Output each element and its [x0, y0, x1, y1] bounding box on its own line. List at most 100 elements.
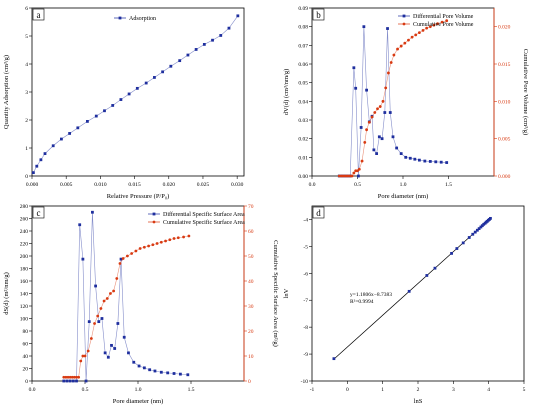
y-tick-label: 0.00: [298, 174, 308, 180]
data-point: [428, 25, 432, 29]
data-point: [477, 227, 481, 231]
x-tick-label: 0.030: [231, 182, 244, 188]
panel-c: c0.0 0.5 1.0 1.5020406080100120140160180200…: [3, 204, 279, 405]
data-point: [413, 157, 417, 161]
data-point: [354, 86, 358, 90]
data-point: [62, 375, 66, 379]
x-tick-label: 1.5: [445, 182, 452, 188]
y-tick-label: 0: [25, 379, 28, 385]
data-point: [428, 160, 432, 163]
legend: Differential Specific Surface AreaCumula…: [148, 211, 245, 226]
data-point: [363, 141, 367, 144]
data-point: [450, 251, 453, 255]
data-point: [445, 19, 449, 23]
y-tick-label: 0.09: [298, 6, 308, 12]
data-point: [436, 22, 439, 26]
fit-line: [333, 218, 491, 360]
y-tick-label: -5: [303, 244, 308, 250]
y-tick-label: 0.07: [298, 43, 308, 49]
data-point: [130, 252, 134, 255]
data-point: [65, 379, 69, 383]
y-tick-label: -7: [303, 298, 308, 304]
data-point: [350, 174, 354, 178]
data-point: [168, 238, 172, 242]
x-tick-label: 4: [487, 387, 490, 393]
data-point: [455, 247, 459, 250]
y-tick-label: 160: [20, 279, 29, 285]
data-point: [332, 357, 336, 361]
series-2: [62, 234, 191, 379]
data-point: [179, 372, 182, 376]
data-point: [380, 137, 384, 141]
data-point: [127, 351, 130, 355]
y-tick-label: -10: [301, 379, 309, 385]
data-point: [39, 158, 43, 162]
data-point: [159, 370, 163, 374]
y2-tick-label: 60: [248, 229, 254, 235]
legend-marker: [402, 14, 406, 18]
panel-letter-box: [32, 8, 45, 21]
x-axis-title: Relative Pressure (P/P₀): [107, 193, 170, 200]
x-axis-title: lnS: [414, 398, 423, 405]
data-point: [70, 375, 74, 379]
data-point: [421, 29, 425, 32]
data-point: [51, 144, 55, 148]
data-point: [365, 88, 368, 92]
data-point: [94, 114, 98, 118]
data-point: [138, 247, 142, 250]
y-tick-label: 0.05: [298, 81, 308, 87]
data-point: [445, 161, 449, 164]
y2-tick-label: 70: [248, 204, 254, 210]
data-point: [161, 70, 165, 74]
y2-tick-label: 0: [248, 379, 251, 385]
y-tick-label: 0.03: [298, 118, 308, 124]
y2-axis-title: Cumulative Pore Volume (cm³/g): [522, 49, 529, 135]
data-point: [71, 379, 75, 383]
y-tick-label: -4: [303, 217, 308, 223]
data-point: [134, 249, 138, 253]
series-line: [33, 15, 239, 173]
data-point: [377, 135, 381, 139]
data-point: [73, 375, 76, 379]
x-tick-label: 0.0: [29, 387, 36, 393]
data-point: [119, 257, 123, 261]
fit-equation: y=1.1806x−8.7383: [350, 292, 392, 298]
series-line: [339, 20, 447, 177]
data-point: [388, 111, 392, 114]
data-point: [97, 320, 101, 324]
data-point: [211, 38, 214, 42]
data-point: [417, 31, 421, 35]
data-point: [75, 375, 78, 379]
y-tick-label: 0.02: [298, 137, 308, 143]
data-point: [186, 53, 190, 57]
panel-letter: c: [37, 208, 41, 218]
data-point: [83, 354, 87, 358]
data-point: [109, 292, 112, 295]
data-point: [66, 375, 70, 379]
data-point: [360, 159, 364, 163]
panel-a: a 0.000 0.005 0.010 0.015 0.020 0.025 0.030 0 1 2 3…: [3, 6, 245, 200]
legend-marker: [118, 16, 122, 20]
y-tick-label: 80: [23, 329, 29, 335]
data-point: [395, 146, 399, 150]
y2-tick-label: 0.020: [498, 25, 511, 31]
x-tick-label: 0: [346, 387, 349, 393]
data-point: [386, 27, 389, 30]
data-point: [479, 225, 483, 229]
data-point: [425, 26, 429, 30]
panel-letter-box: [32, 206, 45, 219]
y-tick-label: 20: [23, 367, 29, 373]
data-point: [202, 43, 206, 46]
data-point: [467, 236, 471, 239]
plot-frame: [311, 7, 495, 177]
y-tick-label: 60: [23, 342, 29, 348]
data-point: [404, 155, 408, 159]
data-point: [414, 33, 418, 37]
data-point: [89, 337, 93, 340]
y-tick-label: 280: [20, 204, 29, 210]
y2-tick-label: 0.005: [498, 137, 511, 143]
data-point: [75, 379, 78, 383]
data-point: [359, 126, 363, 129]
